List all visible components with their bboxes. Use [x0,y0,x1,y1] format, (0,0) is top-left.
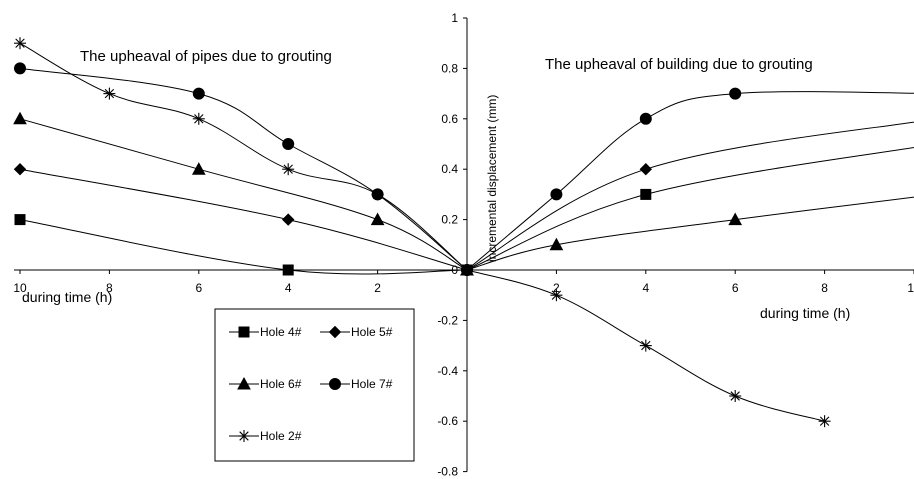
right-point-hole6 [728,212,743,226]
left-point-hole7 [282,138,295,150]
right-x-tick-label: 8 [821,281,828,295]
right-point-hole2 [639,339,652,352]
y-tick-label: -0.6 [437,414,458,428]
left-point-hole2 [192,112,205,125]
left-line-hole2 [19,42,468,271]
y-tick-label: 0.8 [441,61,458,75]
legend-marker-hole7 [329,378,341,390]
left-line-hole4 [19,219,468,275]
right-xlabel: during time (h) [760,305,850,321]
left-point-hole4 [282,264,294,276]
right-point-hole7 [729,87,742,100]
y-axis-label: incremental displacement (mm) [485,95,499,262]
axes: 10.80.60.40.20-0.2-0.4-0.6-0.810 8 6 4 2 2 4 6 8… [13,11,914,479]
left-x-tick-label: 6 [195,281,202,295]
left-point-hole5 [13,162,27,176]
legend-label-hole4: Hole 4# [260,325,302,339]
left-point-hole7 [192,87,205,100]
right-point-hole7 [550,188,563,201]
y-tick-label: 0.4 [441,162,458,176]
left-point-hole2 [282,163,295,176]
right-point-hole7 [639,112,652,125]
left-line-hole7 [19,67,468,271]
right-point-hole4 [640,188,652,200]
left-point-hole2 [14,37,26,50]
chart-text: The upheaval of pipes due to grouting Th… [22,48,850,321]
left-line-hole6 [19,118,468,271]
right-line-hole4 [466,147,914,271]
y-tick-label: -0.8 [437,465,458,479]
left-point-hole6 [191,162,206,175]
right-panel-title: The upheaval of building due to grouting [545,56,813,73]
left-point-hole7 [14,62,26,75]
left-line-hole5 [19,168,468,271]
right-point-hole2 [550,289,563,302]
y-tick-label: -0.2 [437,313,458,327]
legend-label-hole7: Hole 7# [351,377,393,391]
left-point-hole6 [13,111,27,125]
right-line-hole6 [466,196,914,271]
right-point-hole6 [549,237,564,251]
left-x-tick-label: 8 [106,281,113,295]
legend: Hole 4# Hole 5# Hole 6# Hole 7# Hole 2# [214,308,415,462]
left-point-hole5 [281,213,295,226]
y-tick-label: 0.6 [441,112,458,126]
right-point-hole2 [818,415,831,428]
right-point-hole2 [729,390,742,402]
right-x-tick-label: 10 [907,281,914,295]
y-tick-label: -0.4 [437,364,458,378]
right-point-hole5 [639,162,653,176]
right-x-tick-label: 6 [732,281,739,295]
legend-label-hole5: Hole 5# [351,325,393,339]
left-x-tick-label: 10 [13,281,27,295]
legend-marker-hole5 [328,325,342,339]
series-markers [13,37,831,428]
right-point-hole2 [461,264,473,276]
left-panel-title: The upheaval of pipes due to grouting [80,48,332,65]
right-line-hole7 [466,91,914,271]
right-x-tick-label: 4 [642,281,649,295]
left-xlabel: during time (h) [22,289,112,305]
legend-marker-hole4 [238,326,250,338]
legend-label-hole2: Hole 2# [260,429,302,443]
left-point-hole2 [103,87,116,100]
y-tick-label: 1 [451,11,458,25]
left-point-hole4 [14,214,26,226]
series-lines [19,42,914,422]
left-x-tick-label: 4 [285,281,292,295]
left-point-hole6 [370,212,385,226]
legend-label-hole6: Hole 6# [260,377,302,391]
right-line-hole5 [466,121,914,271]
left-x-tick-label: 2 [374,281,381,295]
right-x-tick-label: 2 [553,281,560,295]
legend-marker-hole2 [238,430,250,442]
left-point-hole2 [371,188,384,201]
y-tick-label: 0.2 [441,213,458,227]
legend-marker-hole6 [237,376,251,390]
